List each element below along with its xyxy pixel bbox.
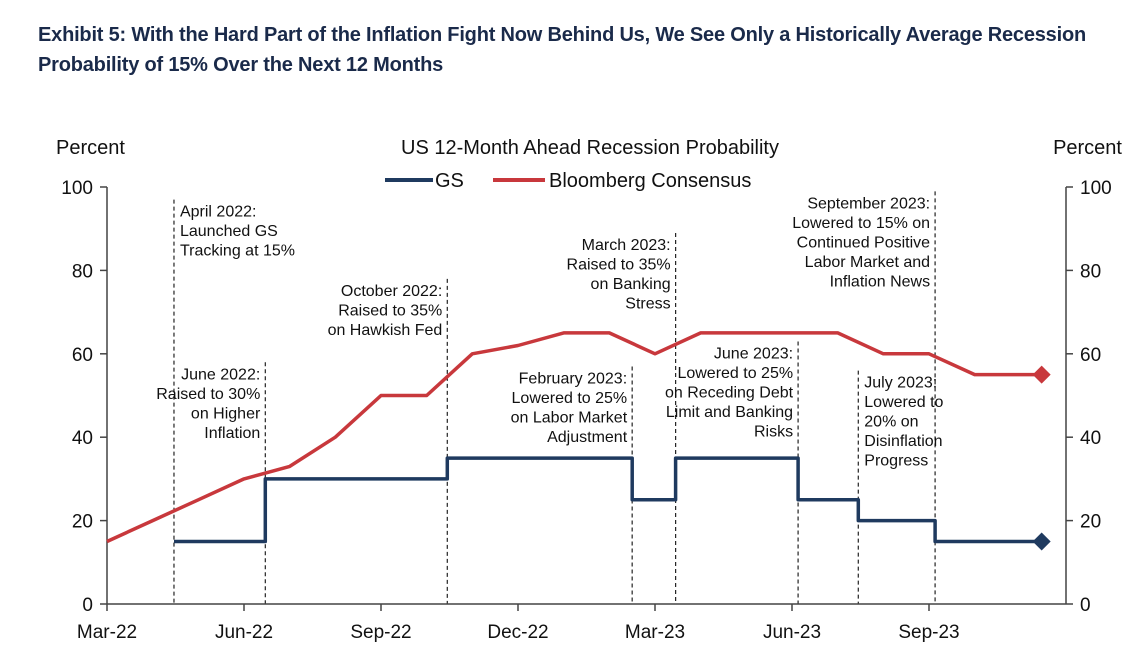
chart-title: US 12-Month Ahead Recession Probability	[401, 137, 779, 159]
annotation-text-line: July 2023:	[864, 375, 937, 392]
x-tick-label: Mar-23	[625, 622, 685, 643]
y-tick-label-right: 100	[1080, 178, 1112, 199]
annotation-jul-2023: July 2023: Lowered to 20% on Disinflation Pr…	[864, 375, 943, 470]
annotation-text-line: on Receding Debt	[665, 384, 794, 401]
y-tick-label-left: 60	[72, 345, 93, 366]
y-tick-label-right: 60	[1080, 345, 1101, 366]
annotation-oct-2022: October 2022: Raised to 35% on Hawkish Fed	[328, 283, 443, 339]
x-tick-label: Sep-23	[898, 622, 959, 643]
annotation-text-line: September 2023:	[807, 195, 930, 212]
series-end-marker-gs	[1032, 532, 1051, 551]
series-line-bloomberg-consensus	[106, 331, 1042, 544]
annotation-text-line: October 2022:	[341, 283, 442, 300]
y-tick-label-right: 20	[1080, 512, 1101, 533]
y-tick-label-left: 80	[72, 261, 93, 282]
legend-label-gs: GS	[435, 170, 464, 192]
annotation-text-line: Tracking at 15%	[180, 243, 295, 260]
series-layer	[106, 331, 1051, 551]
annotation-mar-2023: March 2023: Raised to 35% on Banking Stress	[567, 237, 671, 313]
legend-item-gs: GS	[385, 170, 464, 192]
annotation-text-line: on Banking	[591, 276, 671, 293]
annotation-text-line: Raised to 35%	[338, 302, 442, 319]
annotation-text-line: Disinflation	[864, 433, 942, 450]
annotation-apr-2022: April 2022: Launched GS Tracking at 15%	[180, 204, 295, 260]
y-tick-label-left: 40	[72, 428, 93, 449]
annotation-feb-2023: February 2023: Lowered to 25% on Labor Mar…	[511, 370, 628, 446]
annotation-text-line: Raised to 35%	[567, 257, 671, 274]
annotation-text-line: Lowered to	[864, 394, 943, 411]
y-tick-label-right: 40	[1080, 428, 1101, 449]
annotation-text-line: on Hawkish Fed	[328, 322, 443, 339]
x-tick-label: Dec-22	[487, 622, 548, 643]
y-axis-label-right: Percent	[1053, 137, 1122, 159]
annotation-text-line: Stress	[625, 296, 670, 313]
annotation-text-line: March 2023:	[582, 237, 671, 254]
annotation-text-line: Inflation	[204, 425, 260, 442]
annotation-jun-2023: June 2023: Lowered to 25% on Receding Debt…	[665, 345, 794, 440]
legend-label-bloomberg-consensus: Bloomberg Consensus	[549, 170, 751, 192]
legend-item-bloomberg-consensus: Bloomberg Consensus	[493, 170, 751, 192]
x-tick-label: Mar-22	[77, 622, 137, 643]
annotation-text-line: Limit and Banking	[666, 404, 793, 421]
annotation-text-line: June 2023:	[714, 345, 793, 362]
series-end-marker-bloomberg-consensus	[1032, 365, 1051, 384]
annotation-text-line: Lowered to 25%	[512, 390, 628, 407]
annotation-text-line: Labor Market and	[805, 254, 930, 271]
annotation-jun-2022: June 2022: Raised to 30% on Higher Inflatio…	[156, 366, 261, 442]
axes: 0 0 20 20 40 40 60 60 80 80 100 100 Mar-22 Jun-22 Sep-…	[61, 178, 1111, 643]
annotation-text-line: April 2022:	[180, 204, 257, 221]
annotation-text-line: Lowered to 15% on	[792, 215, 930, 232]
x-tick-label: Jun-23	[763, 622, 821, 643]
annotation-text-line: on Labor Market	[511, 409, 628, 426]
annotation-text-line: Continued Positive	[797, 234, 931, 251]
y-axis-label-left: Percent	[56, 137, 125, 159]
annotation-text-line: Risks	[754, 423, 793, 440]
annotation-sep-2023: September 2023: Lowered to 15% on Continue…	[792, 195, 930, 290]
annotation-text-line: Launched GS	[180, 223, 278, 240]
x-tick-label: Sep-22	[350, 622, 411, 643]
x-tick-label: Jun-22	[215, 622, 273, 643]
annotation-text-line: Lowered to 25%	[677, 365, 793, 382]
annotation-text-line: Inflation News	[830, 273, 931, 290]
exhibit-title: Exhibit 5: With the Hard Part of the Inf…	[38, 24, 1086, 76]
annotation-text-line: Progress	[864, 453, 928, 470]
annotation-text-line: February 2023:	[519, 370, 628, 387]
annotation-labels: April 2022: Launched GS Tracking at 15% Jun…	[156, 195, 943, 469]
legend: GS Bloomberg Consensus	[385, 170, 751, 192]
y-tick-label-right: 0	[1080, 595, 1091, 616]
annotation-text-line: Adjustment	[547, 429, 628, 446]
y-tick-label-left: 100	[61, 178, 93, 199]
y-tick-label-left: 0	[82, 595, 93, 616]
annotation-text-line: 20% on	[864, 414, 918, 431]
annotation-text-line: on Higher	[191, 405, 261, 422]
annotation-text-line: June 2022:	[181, 366, 260, 383]
annotation-text-line: Raised to 30%	[156, 386, 260, 403]
y-tick-label-left: 20	[72, 512, 93, 533]
y-tick-label-right: 80	[1080, 261, 1101, 282]
series-line-gs	[174, 456, 1042, 544]
